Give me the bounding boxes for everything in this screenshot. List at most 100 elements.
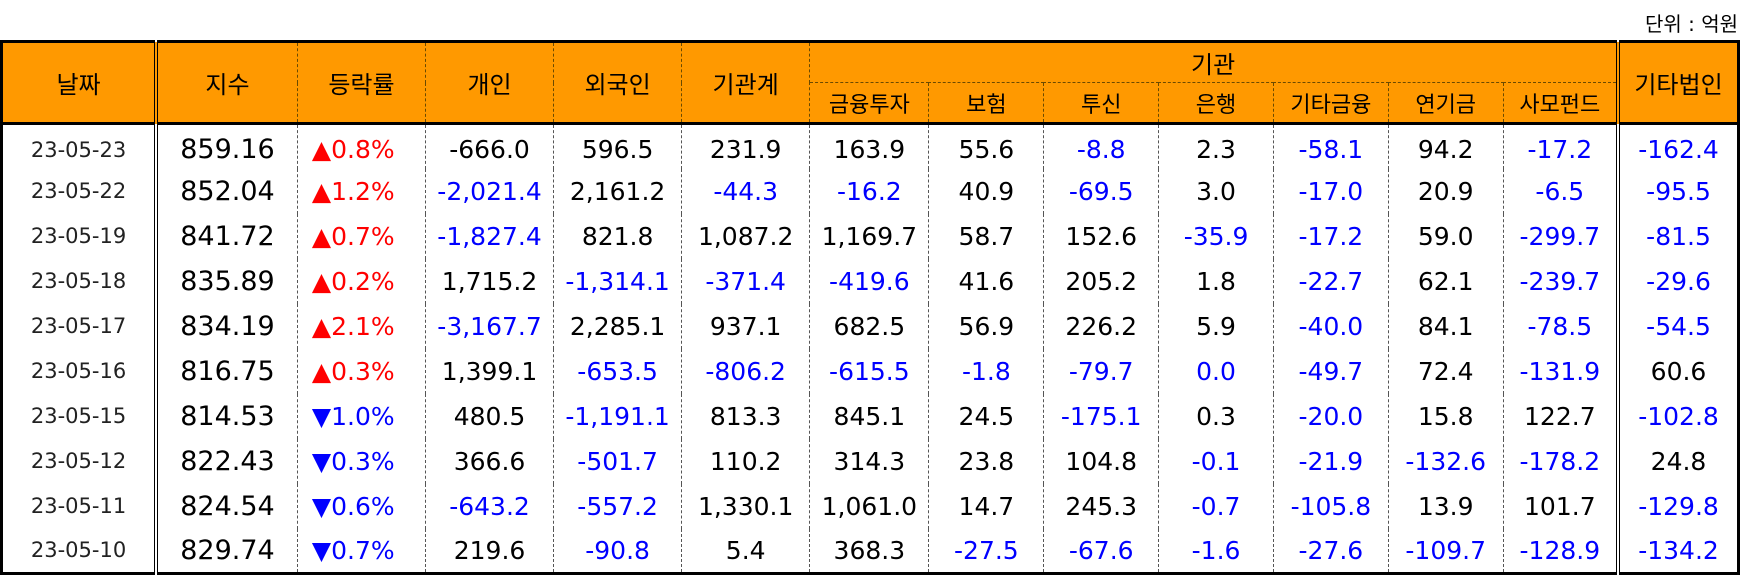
change-percent: 2.1%	[331, 311, 395, 341]
row-value-cell: -17.2	[1272, 213, 1389, 259]
row-value-cell: -175.1	[1043, 393, 1160, 439]
row-value-cell: 682.5	[809, 303, 930, 349]
row-value-cell: -2,021.4	[424, 168, 555, 214]
up-arrow-icon: ▲	[311, 176, 332, 206]
row-value-cell: 813.3	[681, 393, 811, 439]
row-value-cell: -102.8	[1616, 393, 1740, 439]
row-value-cell: 1,061.0	[809, 483, 930, 529]
row-value-cell: 245.3	[1043, 483, 1160, 529]
row-value-cell: -49.7	[1272, 348, 1389, 394]
table-body: 23-05-23 859.16 ▲0.8% -666.0 596.5 231.9 163.9…	[1, 123, 1740, 574]
row-value-cell: -20.0	[1272, 393, 1389, 439]
row-value-cell: -105.8	[1272, 483, 1389, 529]
up-arrow-icon: ▲	[311, 221, 332, 251]
row-value-cell: -29.6	[1616, 258, 1740, 304]
table-row: 23-05-11 824.54 ▼0.6% -643.2 -557.2 1,330.1 1,…	[1, 483, 1740, 529]
row-value-cell: -40.0	[1272, 303, 1389, 349]
row-value-cell: -615.5	[809, 348, 930, 394]
row-value-cell: -653.5	[553, 348, 683, 394]
header-date: 날짜	[1, 41, 159, 124]
change-percent: 0.3%	[331, 446, 395, 476]
row-value-cell: -81.5	[1616, 213, 1740, 259]
row-value-cell: 13.9	[1387, 483, 1504, 529]
row-value-cell: -129.8	[1616, 483, 1740, 529]
row-value-cell: -44.3	[681, 168, 811, 214]
row-value-cell: 15.8	[1387, 393, 1504, 439]
row-value-cell: -419.6	[809, 258, 930, 304]
row-value-cell: 60.6	[1616, 348, 1740, 394]
row-value-cell: 845.1	[809, 393, 930, 439]
up-arrow-icon: ▲	[311, 266, 332, 296]
change-percent: 0.2%	[331, 266, 395, 296]
row-value-cell: -17.2	[1502, 123, 1619, 169]
row-value-cell: -90.8	[553, 528, 683, 574]
table-row: 23-05-17 834.19 ▲2.1% -3,167.7 2,285.1 937.1 6…	[1, 303, 1740, 349]
row-value-cell: -21.9	[1272, 438, 1389, 484]
row-value-cell: 1,330.1	[681, 483, 811, 529]
row-value-cell: -1.8	[928, 348, 1045, 394]
header-index: 지수	[155, 41, 298, 124]
table-row: 23-05-18 835.89 ▲0.2% 1,715.2 -1,314.1 -371.4…	[1, 258, 1740, 304]
row-value-cell: -95.5	[1616, 168, 1740, 214]
row-value-cell: 14.7	[928, 483, 1045, 529]
row-value-cell: -806.2	[681, 348, 811, 394]
row-value-cell: 163.9	[809, 123, 930, 169]
row-index-value: 852.04	[155, 168, 298, 214]
header-institution: 기관	[809, 41, 1619, 83]
row-index-value: 824.54	[155, 483, 298, 529]
row-value-cell: 366.6	[424, 438, 555, 484]
table-row: 23-05-23 859.16 ▲0.8% -666.0 596.5 231.9 163.9…	[1, 123, 1740, 169]
row-value-cell: 56.9	[928, 303, 1045, 349]
row-value-cell: -58.1	[1272, 123, 1389, 169]
row-value-cell: -0.7	[1158, 483, 1274, 529]
table-row: 23-05-15 814.53 ▼1.0% 480.5 -1,191.1 813.3 845…	[1, 393, 1740, 439]
investor-flow-table: 날짜 지수 등락률 개인 외국인 기관계 기관 기타법인 금융투자 보험 투신 …	[0, 40, 1740, 575]
header-financial-investment: 금융투자	[809, 82, 930, 124]
row-value-cell: 2,161.2	[553, 168, 683, 214]
row-value-cell: 0.3	[1158, 393, 1274, 439]
up-arrow-icon: ▲	[311, 135, 332, 165]
row-date: 23-05-12	[1, 438, 159, 484]
row-value-cell: -162.4	[1616, 123, 1740, 169]
header-bank: 은행	[1158, 82, 1274, 124]
row-date: 23-05-19	[1, 213, 159, 259]
row-value-cell: -557.2	[553, 483, 683, 529]
row-value-cell: -109.7	[1387, 528, 1504, 574]
row-value-cell: -1,191.1	[553, 393, 683, 439]
row-value-cell: 72.4	[1387, 348, 1504, 394]
row-value-cell: -54.5	[1616, 303, 1740, 349]
row-value-cell: 59.0	[1387, 213, 1504, 259]
row-index-value: 841.72	[155, 213, 298, 259]
row-value-cell: 219.6	[424, 528, 555, 574]
row-value-cell: -1,314.1	[553, 258, 683, 304]
row-value-cell: 2,285.1	[553, 303, 683, 349]
row-change: ▲0.7%	[296, 213, 426, 259]
row-value-cell: -128.9	[1502, 528, 1619, 574]
row-value-cell: 62.1	[1387, 258, 1504, 304]
row-value-cell: -239.7	[1502, 258, 1619, 304]
row-value-cell: -1,827.4	[424, 213, 555, 259]
row-change: ▼0.7%	[296, 528, 426, 574]
row-value-cell: -643.2	[424, 483, 555, 529]
row-value-cell: 937.1	[681, 303, 811, 349]
header-other-corp: 기타법인	[1616, 41, 1740, 124]
header-private-fund: 사모펀드	[1502, 82, 1619, 124]
row-value-cell: 1,715.2	[424, 258, 555, 304]
row-value-cell: 40.9	[928, 168, 1045, 214]
row-value-cell: 58.7	[928, 213, 1045, 259]
row-value-cell: 101.7	[1502, 483, 1619, 529]
row-value-cell: -17.0	[1272, 168, 1389, 214]
row-value-cell: 821.8	[553, 213, 683, 259]
row-value-cell: -501.7	[553, 438, 683, 484]
header-foreign: 외국인	[553, 41, 683, 124]
row-index-value: 822.43	[155, 438, 298, 484]
row-value-cell: 5.4	[681, 528, 811, 574]
change-percent: 0.7%	[331, 535, 395, 565]
row-value-cell: 480.5	[424, 393, 555, 439]
row-change: ▼0.3%	[296, 438, 426, 484]
table-row: 23-05-10 829.74 ▼0.7% 219.6 -90.8 5.4 368.3 -27…	[1, 528, 1740, 574]
row-date: 23-05-22	[1, 168, 159, 214]
row-value-cell: -79.7	[1043, 348, 1160, 394]
row-value-cell: -178.2	[1502, 438, 1619, 484]
row-change: ▼1.0%	[296, 393, 426, 439]
